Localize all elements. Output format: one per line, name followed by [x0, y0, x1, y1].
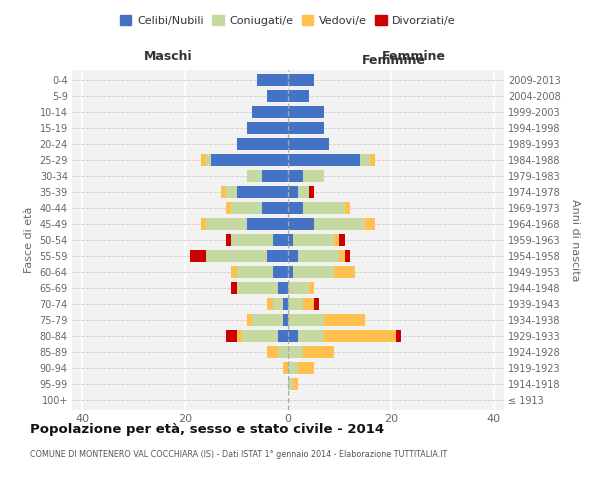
- Bar: [262, 170, 288, 182]
- Bar: [221, 186, 226, 198]
- Bar: [288, 346, 304, 358]
- Bar: [257, 74, 288, 86]
- Bar: [288, 74, 314, 86]
- Bar: [293, 234, 334, 246]
- Bar: [272, 234, 288, 246]
- Bar: [304, 202, 344, 214]
- Bar: [293, 266, 334, 278]
- Bar: [200, 154, 206, 166]
- Bar: [288, 154, 360, 166]
- Bar: [288, 138, 329, 150]
- Bar: [232, 234, 272, 246]
- Bar: [324, 314, 365, 326]
- Bar: [396, 330, 401, 342]
- Bar: [298, 250, 340, 262]
- Text: Maschi: Maschi: [143, 50, 193, 62]
- Legend: Celibi/Nubili, Coniugati/e, Vedovi/e, Divorziati/e: Celibi/Nubili, Coniugati/e, Vedovi/e, Di…: [116, 10, 460, 30]
- Bar: [211, 154, 288, 166]
- Bar: [268, 346, 278, 358]
- Bar: [288, 234, 293, 246]
- Bar: [288, 298, 304, 310]
- Bar: [278, 282, 288, 294]
- Bar: [344, 250, 350, 262]
- Bar: [278, 346, 288, 358]
- Bar: [272, 298, 283, 310]
- Bar: [236, 330, 242, 342]
- Y-axis label: Fasce di età: Fasce di età: [24, 207, 34, 273]
- Bar: [283, 314, 288, 326]
- Bar: [247, 218, 288, 230]
- Bar: [308, 186, 314, 198]
- Bar: [232, 282, 236, 294]
- Bar: [226, 330, 236, 342]
- Bar: [370, 154, 376, 166]
- Bar: [360, 154, 370, 166]
- Bar: [288, 202, 304, 214]
- Bar: [340, 234, 344, 246]
- Bar: [278, 330, 288, 342]
- Bar: [288, 106, 324, 118]
- Bar: [247, 122, 288, 134]
- Text: Femmine: Femmine: [362, 54, 426, 66]
- Bar: [304, 346, 334, 358]
- Bar: [252, 106, 288, 118]
- Bar: [334, 266, 355, 278]
- Bar: [314, 298, 319, 310]
- Bar: [206, 218, 247, 230]
- Bar: [226, 186, 236, 198]
- Bar: [298, 186, 308, 198]
- Bar: [236, 138, 288, 150]
- Bar: [365, 218, 376, 230]
- Y-axis label: Anni di nascita: Anni di nascita: [571, 198, 580, 281]
- Bar: [298, 330, 324, 342]
- Bar: [232, 202, 262, 214]
- Bar: [252, 314, 283, 326]
- Bar: [288, 218, 314, 230]
- Bar: [340, 250, 344, 262]
- Bar: [293, 378, 298, 390]
- Bar: [334, 234, 340, 246]
- Text: Popolazione per età, sesso e stato civile - 2014: Popolazione per età, sesso e stato civil…: [30, 422, 384, 436]
- Bar: [236, 282, 278, 294]
- Bar: [268, 90, 288, 102]
- Bar: [247, 170, 262, 182]
- Bar: [288, 282, 308, 294]
- Bar: [288, 266, 293, 278]
- Bar: [308, 282, 314, 294]
- Bar: [247, 314, 252, 326]
- Bar: [190, 250, 206, 262]
- Bar: [288, 170, 304, 182]
- Bar: [288, 330, 298, 342]
- Bar: [344, 202, 350, 214]
- Bar: [283, 362, 288, 374]
- Bar: [288, 250, 298, 262]
- Bar: [226, 234, 232, 246]
- Bar: [206, 154, 211, 166]
- Text: COMUNE DI MONTENERO VAL COCCHIARA (IS) - Dati ISTAT 1° gennaio 2014 - Elaborazio: COMUNE DI MONTENERO VAL COCCHIARA (IS) -…: [30, 450, 447, 459]
- Bar: [232, 266, 236, 278]
- Bar: [288, 186, 298, 198]
- Bar: [304, 170, 324, 182]
- Bar: [226, 202, 232, 214]
- Bar: [288, 362, 298, 374]
- Bar: [314, 218, 365, 230]
- Text: Femmine: Femmine: [382, 50, 446, 62]
- Bar: [288, 122, 324, 134]
- Bar: [200, 218, 206, 230]
- Bar: [268, 250, 288, 262]
- Bar: [268, 298, 272, 310]
- Bar: [272, 266, 288, 278]
- Bar: [283, 298, 288, 310]
- Bar: [298, 362, 314, 374]
- Bar: [262, 202, 288, 214]
- Bar: [288, 378, 293, 390]
- Bar: [206, 250, 268, 262]
- Bar: [236, 186, 288, 198]
- Bar: [288, 314, 324, 326]
- Bar: [236, 266, 272, 278]
- Bar: [324, 330, 396, 342]
- Bar: [242, 330, 278, 342]
- Bar: [288, 90, 308, 102]
- Bar: [304, 298, 314, 310]
